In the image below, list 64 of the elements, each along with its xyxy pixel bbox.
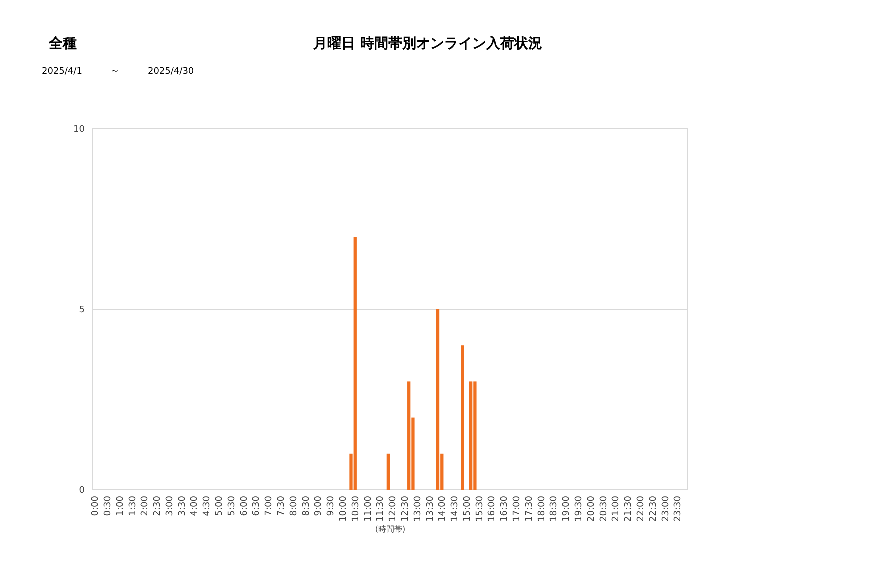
x-tick-label: 13:30 bbox=[426, 496, 436, 522]
y-tick-label: 10 bbox=[74, 125, 86, 135]
x-tick-label: 16:30 bbox=[500, 496, 510, 522]
x-tick-label: 4:00 bbox=[190, 496, 200, 516]
bar bbox=[408, 382, 411, 490]
x-tick-label: 12:00 bbox=[388, 496, 399, 522]
x-tick-label: 17:30 bbox=[524, 496, 535, 522]
x-tick-label: 12:30 bbox=[400, 496, 411, 522]
x-tick-label: 1:30 bbox=[128, 496, 138, 516]
x-tick-label: 8:00 bbox=[289, 496, 300, 516]
x-tick-label: 3:00 bbox=[165, 496, 176, 516]
bar bbox=[470, 382, 473, 490]
text: ~ bbox=[111, 67, 119, 77]
text: 2025/4/30 bbox=[148, 67, 194, 77]
bar bbox=[386, 454, 390, 490]
x-tick-label: 20:30 bbox=[599, 496, 610, 522]
x-tick-label: 9:30 bbox=[326, 496, 337, 516]
x-tick-label: 13:00 bbox=[413, 496, 424, 522]
text: 全種 bbox=[48, 36, 77, 52]
x-tick-label: 6:00 bbox=[240, 496, 250, 516]
x-tick-label: 21:30 bbox=[624, 496, 634, 522]
x-tick-label: 6:30 bbox=[252, 496, 262, 516]
x-tick-label: 23:00 bbox=[661, 496, 672, 522]
text: 2025/4/1 bbox=[42, 67, 82, 77]
x-tick-label: 16:00 bbox=[488, 496, 498, 522]
x-tick-label: 14:30 bbox=[450, 496, 461, 522]
x-tick-label: 5:00 bbox=[215, 496, 226, 516]
x-tick-label: 8:30 bbox=[302, 496, 312, 516]
bar bbox=[461, 346, 464, 490]
x-tick-label: 0:30 bbox=[103, 496, 114, 516]
x-tick-label: 17:00 bbox=[512, 496, 523, 522]
x-tick-label: 22:30 bbox=[648, 496, 659, 522]
x-tick-label: 1:00 bbox=[116, 496, 126, 516]
x-tick-label: 2:30 bbox=[153, 496, 164, 516]
x-tick-label: 3:30 bbox=[178, 496, 188, 516]
x-tick-label: 18:30 bbox=[550, 496, 560, 522]
bar bbox=[474, 382, 477, 490]
x-tick-label: 15:00 bbox=[462, 496, 473, 522]
x-tick-label: 18:00 bbox=[537, 496, 548, 522]
x-tick-label: 9:00 bbox=[314, 496, 324, 516]
x-tick-label: 20:00 bbox=[586, 496, 597, 522]
x-axis-title: (時間帯) bbox=[375, 525, 406, 534]
x-tick-label: 21:00 bbox=[612, 496, 622, 522]
x-tick-label: 14:00 bbox=[438, 496, 448, 522]
x-tick-label: 11:30 bbox=[376, 496, 386, 522]
chart-title: 月曜日 時間帯別オンライン入荷状況 bbox=[312, 36, 542, 52]
x-tick-label: 22:00 bbox=[636, 496, 646, 522]
x-tick-label: 11:00 bbox=[364, 496, 374, 522]
x-tick-label: 4:30 bbox=[202, 496, 213, 516]
x-tick-label: 7:00 bbox=[264, 496, 275, 516]
x-tick-label: 2:00 bbox=[140, 496, 151, 516]
x-tick-label: 5:30 bbox=[227, 496, 238, 516]
x-tick-label: 7:30 bbox=[277, 496, 288, 516]
bar bbox=[436, 310, 440, 490]
x-tick-label: 23:30 bbox=[674, 496, 684, 522]
x-tick-label: 19:30 bbox=[574, 496, 585, 522]
x-tick-label: 10:30 bbox=[351, 496, 362, 522]
x-tick-label: 15:30 bbox=[475, 496, 486, 522]
bar bbox=[354, 237, 357, 490]
x-tick-label: 10:00 bbox=[338, 496, 349, 522]
y-tick-label: 5 bbox=[79, 306, 85, 316]
x-tick-label: 0:00 bbox=[91, 496, 102, 516]
y-tick-label: 0 bbox=[79, 486, 86, 496]
x-tick-label: 19:00 bbox=[562, 496, 572, 522]
